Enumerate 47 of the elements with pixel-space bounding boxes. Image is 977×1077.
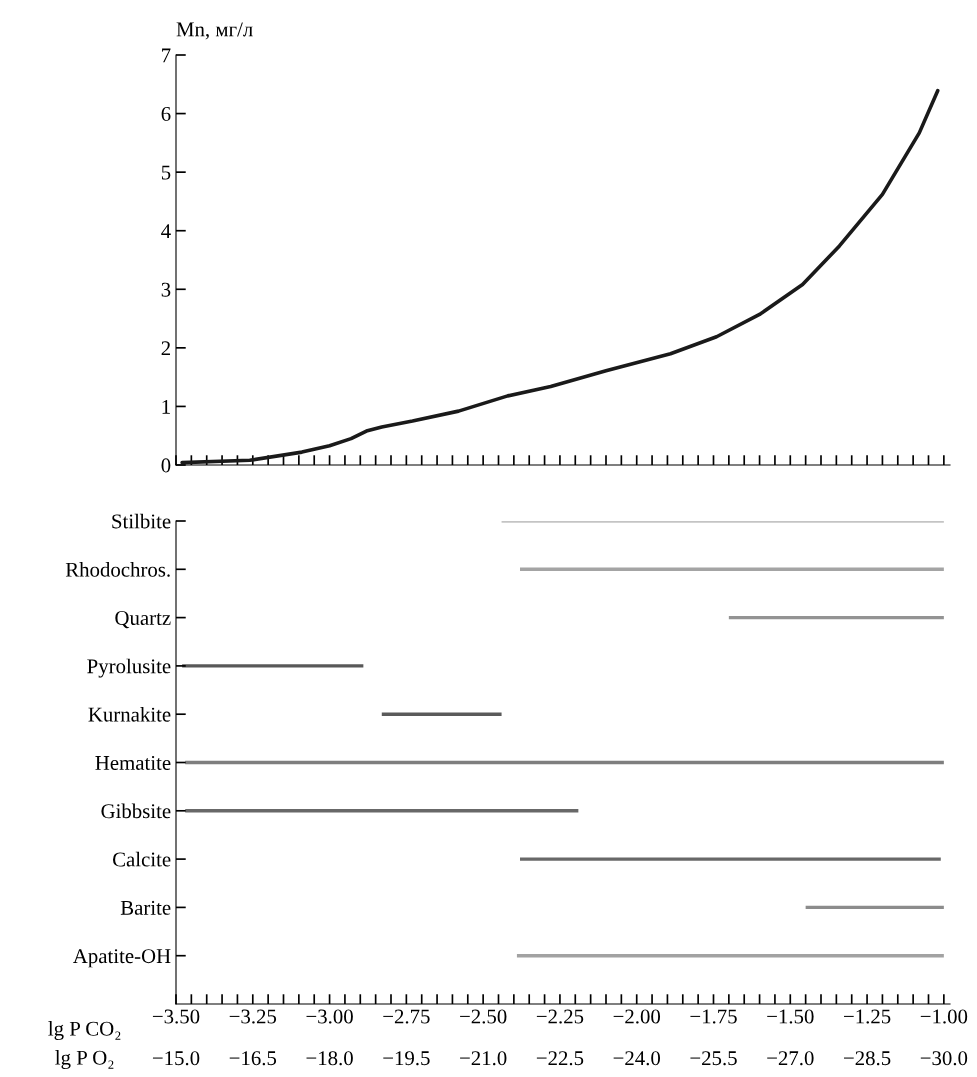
x2-tick-label: −15.0: [152, 1051, 200, 1066]
category-label: Apatite-OH: [72, 949, 171, 968]
category-label: Gibbsite: [101, 803, 171, 819]
y-tick-label: 6: [161, 107, 171, 121]
y-tick-label: 2: [161, 341, 170, 356]
x-tick-label: −1.75: [690, 1009, 737, 1024]
bar: [501, 521, 944, 523]
x2-tick-label: −24.0: [613, 1051, 661, 1066]
y-axis-title: Mn, мг/л: [176, 22, 253, 40]
category-label: Stilbite: [112, 513, 171, 529]
x2-tick-label: −25.5: [690, 1051, 737, 1066]
category-label: Pyrolusite: [87, 658, 171, 678]
category-label: Calcite: [112, 851, 171, 867]
x-tick-label: −1.25: [844, 1009, 891, 1024]
x2-tick-label: −27.0: [767, 1051, 814, 1066]
x-tick-label: −3.50: [152, 1009, 200, 1024]
x2-tick-label: −28.5: [844, 1051, 891, 1066]
y-tick-label: 3: [161, 282, 171, 297]
line-series: [180, 88, 940, 465]
x2-tick-label: −19.5: [383, 1051, 430, 1066]
x-tick-label: −2.00: [613, 1009, 661, 1024]
y-tick-label: 0: [161, 458, 171, 473]
x-tick-label: −2.75: [383, 1009, 430, 1024]
category-label: Barite: [120, 900, 171, 915]
category-label: Hematite: [95, 755, 171, 770]
y-tick-label: 5: [161, 165, 171, 180]
x2-tick-label: −22.5: [536, 1051, 584, 1066]
x2-tick-label: −21.0: [460, 1051, 507, 1066]
bar: [182, 664, 364, 668]
y-tick-label: 7: [162, 48, 171, 63]
x-tick-label: −2.50: [460, 1009, 507, 1024]
y-tick-label: 4: [161, 224, 171, 238]
category-label: Quartz: [115, 611, 171, 629]
x-tick-label: −3.00: [306, 1009, 353, 1024]
x2-tick-label: −18.0: [306, 1051, 353, 1066]
category-label: Kurnakite: [88, 706, 171, 722]
x-tick-label: −1.00: [920, 1009, 968, 1024]
x2-axis-title: lg P O₂: [55, 1050, 114, 1070]
x-tick-label: −3.25: [229, 1009, 277, 1024]
x2-tick-label: −16.5: [229, 1051, 277, 1066]
x2-tick-label: −30.0: [920, 1051, 968, 1066]
x-axis-title: lg P CO₂: [48, 1021, 121, 1041]
x-tick-label: −1.50: [767, 1009, 814, 1024]
y-tick-label: 1: [162, 399, 170, 414]
x-tick-label: −2.25: [536, 1009, 584, 1024]
category-label: Rhodochros.: [65, 562, 170, 577]
bar: [520, 857, 941, 861]
